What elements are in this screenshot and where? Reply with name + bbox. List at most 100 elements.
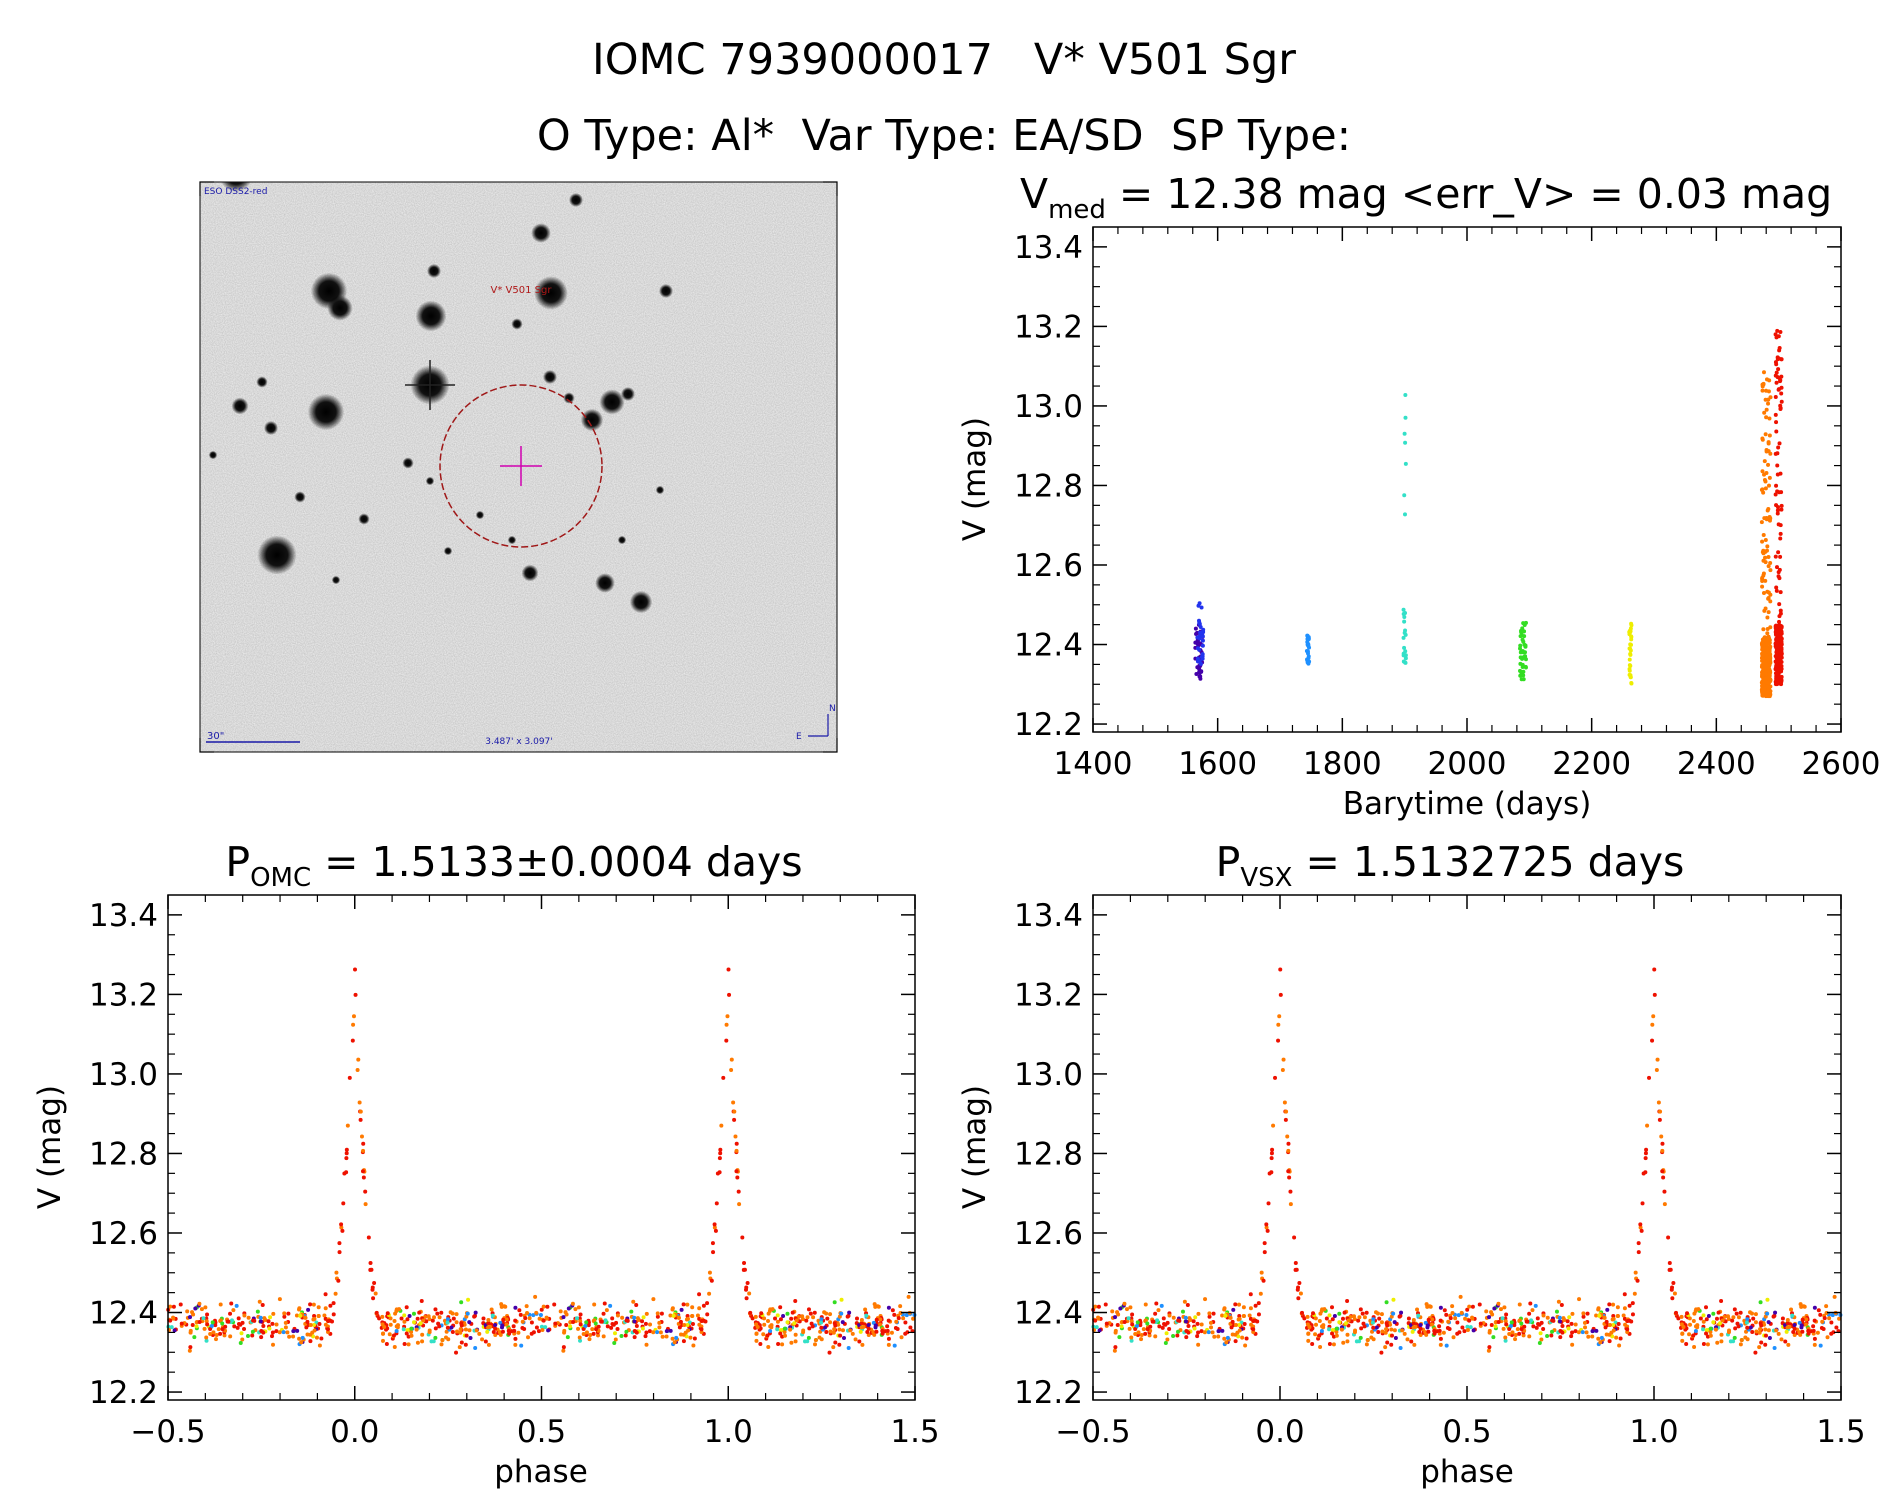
lightcurve-point [1760, 578, 1765, 583]
phase-vsx-point [1507, 1326, 1512, 1331]
phase-omc-point [316, 1314, 321, 1319]
phase-vsx-point [1196, 1342, 1201, 1347]
phase-omc-point [655, 1314, 660, 1319]
phase-omc-point [691, 1343, 696, 1348]
phase-vsx-point [1613, 1320, 1618, 1325]
phase-omc-point [306, 1307, 311, 1312]
phase-vsx-point [1139, 1337, 1144, 1342]
phase-omc-point [685, 1302, 690, 1307]
finder-star [402, 457, 414, 469]
phase-omc-point [194, 1324, 199, 1329]
phase-omc-point [539, 1324, 544, 1329]
phase-omc-point [729, 1068, 734, 1073]
phase-vsx-point [1277, 1014, 1282, 1019]
phase-omc-point [314, 1320, 319, 1325]
phase-omc-point [414, 1327, 419, 1332]
phase-omc-point [534, 1310, 539, 1315]
phase-vsx-point [1300, 1310, 1305, 1315]
phase-vsx-point [1311, 1311, 1316, 1316]
phase-omc-point [670, 1306, 675, 1311]
phase-vsx-point [1374, 1310, 1379, 1315]
lightcurve-point [1773, 554, 1778, 559]
phase-omc-point [271, 1311, 276, 1316]
lightcurve-point [1777, 619, 1782, 624]
phase-omc-point [558, 1309, 563, 1314]
phase-omc-point [433, 1307, 438, 1312]
phase-omc-point [709, 1278, 714, 1283]
lightcurve-point [1775, 357, 1780, 362]
phase-vsx-point [1415, 1307, 1420, 1312]
phase-vsx-point [1541, 1326, 1546, 1331]
lightcurve-point [1779, 503, 1784, 508]
phase-vsx-point [1654, 1068, 1659, 1073]
phase-vsx-point [1660, 1141, 1665, 1146]
phase-vsx-point [1389, 1333, 1394, 1338]
phase-omc-point [859, 1317, 864, 1322]
compass-icon: N E [796, 704, 836, 742]
phase-vsx-point [1834, 1325, 1839, 1330]
phase-vsx-point [1560, 1330, 1565, 1335]
phase-omc-point [486, 1342, 491, 1347]
phase-vsx-point [1287, 1175, 1292, 1180]
phase-vsx-point [1362, 1324, 1367, 1329]
phase-vsx-point [1656, 1100, 1661, 1105]
phase-omc-point [762, 1316, 767, 1321]
phase-omc-point [345, 1123, 350, 1128]
phase-omc-point [758, 1341, 763, 1346]
phase-omc-point [274, 1329, 279, 1334]
phase-vsx-point [1691, 1333, 1696, 1338]
phase-vsx-point [1327, 1342, 1332, 1347]
phase-vsx-point [1357, 1339, 1362, 1344]
lightcurve-point [1195, 635, 1200, 640]
phase-vsx-point [1824, 1304, 1829, 1309]
finder-star [521, 564, 539, 582]
phase-omc-point [433, 1335, 438, 1340]
phase-omc-point [793, 1299, 798, 1304]
phase-vsx-point [1286, 1148, 1291, 1153]
phase-vsx-point [1298, 1291, 1303, 1296]
phase-vsx-point [1549, 1333, 1554, 1338]
phase-omc-ytick-label: 13.4 [89, 898, 158, 934]
phase-vsx-point [1714, 1316, 1719, 1321]
phase-omc-point [819, 1317, 824, 1322]
phase-vsx-point [1306, 1331, 1311, 1336]
phase-omc-point [488, 1324, 493, 1329]
phase-omc-point [737, 1202, 742, 1207]
finder-star [534, 276, 568, 310]
phase-vsx-point [1183, 1315, 1188, 1320]
phase-vsx-point [1356, 1318, 1361, 1323]
phase-omc-point [724, 1022, 729, 1027]
phase-omc-point [336, 1278, 341, 1283]
phase-vsx-point [1804, 1322, 1809, 1327]
phase-vsx-point [1310, 1341, 1315, 1346]
phase-omc-point [714, 1201, 719, 1206]
lightcurve-point [1521, 677, 1526, 682]
phase-vsx-point [1467, 1304, 1472, 1309]
phase-vsx-point [1657, 1117, 1662, 1122]
phase-vsx-point [1413, 1324, 1418, 1329]
phase-omc-point [326, 1319, 331, 1324]
lightcurve-point [1764, 415, 1769, 420]
phase-omc-point [236, 1322, 241, 1327]
phase-omc-point [377, 1316, 382, 1321]
lightcurve-point [1762, 667, 1767, 672]
lightcurve-point [1778, 625, 1783, 630]
phase-omc-point [467, 1328, 472, 1333]
phase-vsx-point [1711, 1311, 1716, 1316]
lightcurve-point [1628, 675, 1633, 680]
phase-vsx-point [1734, 1311, 1739, 1316]
phase-vsx-point [1732, 1335, 1737, 1340]
phase-vsx-point [1184, 1335, 1189, 1340]
phase-vsx-point [1748, 1325, 1753, 1330]
phase-vsx-point [1502, 1305, 1507, 1310]
lightcurve-ytick-label: 12.6 [1014, 548, 1083, 584]
phase-omc-point [725, 1014, 730, 1019]
phase-vsx-point [1409, 1339, 1414, 1344]
phase-vsx-point [1444, 1343, 1449, 1348]
phase-vsx-point [1094, 1325, 1099, 1330]
phase-vsx-point [1622, 1292, 1627, 1297]
phase-vsx-point [1251, 1319, 1256, 1324]
phase-omc-point [678, 1332, 683, 1337]
phase-omc-point [222, 1333, 227, 1338]
phase-omc-point [778, 1331, 783, 1336]
